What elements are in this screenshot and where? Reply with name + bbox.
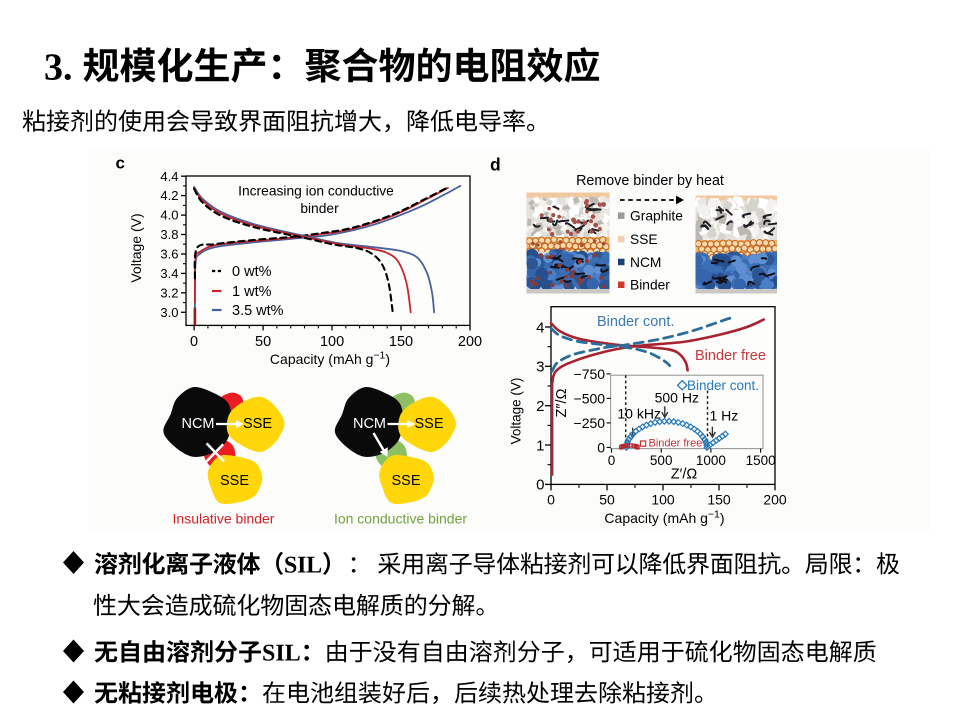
- svg-text:3.0: 3.0: [160, 305, 178, 320]
- svg-text:1: 1: [536, 437, 544, 454]
- svg-text:Insulative binder: Insulative binder: [173, 511, 275, 527]
- svg-text:2: 2: [536, 398, 544, 415]
- svg-text:1 Hz: 1 Hz: [710, 408, 739, 424]
- svg-text:50: 50: [599, 492, 615, 508]
- svg-text:100: 100: [651, 492, 675, 508]
- svg-text:150: 150: [707, 492, 731, 508]
- svg-text:1500: 1500: [746, 453, 776, 468]
- svg-text:Remove binder by heat: Remove binder by heat: [576, 173, 724, 189]
- svg-text:1000: 1000: [696, 453, 726, 468]
- svg-text:Capacity (mAh g−1): Capacity (mAh g−1): [604, 509, 724, 527]
- svg-text:SSE: SSE: [243, 416, 272, 432]
- svg-text:3.: 3.: [44, 47, 73, 89]
- svg-text:Binder cont.: Binder cont.: [597, 314, 674, 330]
- svg-text:Z′/Ω: Z′/Ω: [671, 467, 698, 483]
- svg-text:Increasing ion conductive: Increasing ion conductive: [238, 184, 394, 199]
- svg-text:500: 500: [650, 453, 673, 468]
- svg-text:1 wt%: 1 wt%: [232, 284, 272, 300]
- svg-text:0: 0: [608, 453, 616, 468]
- svg-text:Graphite: Graphite: [630, 209, 683, 224]
- svg-text:−250: −250: [574, 415, 606, 431]
- svg-text:150: 150: [389, 334, 413, 350]
- svg-text:Binder cont.: Binder cont.: [687, 378, 759, 393]
- svg-text:4.0: 4.0: [160, 208, 178, 223]
- svg-text:NCM: NCM: [630, 255, 661, 270]
- svg-text:200: 200: [763, 492, 787, 508]
- svg-text:Z″/Ω: Z″/Ω: [554, 388, 570, 417]
- svg-text:NCM: NCM: [353, 416, 386, 432]
- svg-text:3: 3: [536, 359, 544, 376]
- svg-text:SSE: SSE: [391, 473, 420, 489]
- svg-text:3.4: 3.4: [160, 266, 178, 281]
- svg-text:Binder free: Binder free: [695, 348, 766, 364]
- svg-text:Voltage (V): Voltage (V): [509, 378, 524, 445]
- svg-text:4: 4: [536, 319, 544, 336]
- svg-text:100: 100: [320, 334, 344, 350]
- svg-text:SSE: SSE: [220, 473, 249, 489]
- svg-text:Voltage (V): Voltage (V): [128, 213, 144, 282]
- svg-text:0: 0: [190, 334, 198, 350]
- svg-text:3.6: 3.6: [160, 247, 178, 262]
- svg-text:d: d: [490, 155, 501, 175]
- svg-text:0: 0: [547, 492, 555, 508]
- svg-text:SSE: SSE: [630, 232, 658, 247]
- svg-text:NCM: NCM: [181, 416, 214, 432]
- svg-text:4.4: 4.4: [160, 169, 178, 184]
- svg-text:−500: −500: [574, 390, 606, 406]
- svg-text:4.2: 4.2: [160, 188, 178, 203]
- svg-text:500 Hz: 500 Hz: [655, 390, 699, 406]
- svg-text:0: 0: [536, 477, 544, 494]
- svg-text:10 kHz: 10 kHz: [617, 406, 661, 422]
- svg-text:c: c: [116, 153, 125, 172]
- svg-text:SSE: SSE: [414, 416, 443, 432]
- svg-text:Binder: Binder: [630, 278, 670, 293]
- svg-text:Capacity (mAh g−1): Capacity (mAh g−1): [270, 350, 390, 368]
- svg-text:3.2: 3.2: [160, 285, 178, 300]
- svg-text:0 wt%: 0 wt%: [232, 264, 272, 280]
- svg-text:0: 0: [597, 439, 605, 455]
- svg-text:3.5 wt%: 3.5 wt%: [232, 303, 284, 319]
- svg-text:200: 200: [458, 334, 482, 350]
- svg-text:−750: −750: [574, 366, 606, 382]
- svg-text:3.8: 3.8: [160, 227, 178, 242]
- svg-text:Ion conductive binder: Ion conductive binder: [334, 511, 467, 527]
- svg-text:binder: binder: [300, 201, 339, 216]
- svg-text:Binder free: Binder free: [649, 438, 703, 450]
- svg-text:50: 50: [255, 334, 271, 350]
